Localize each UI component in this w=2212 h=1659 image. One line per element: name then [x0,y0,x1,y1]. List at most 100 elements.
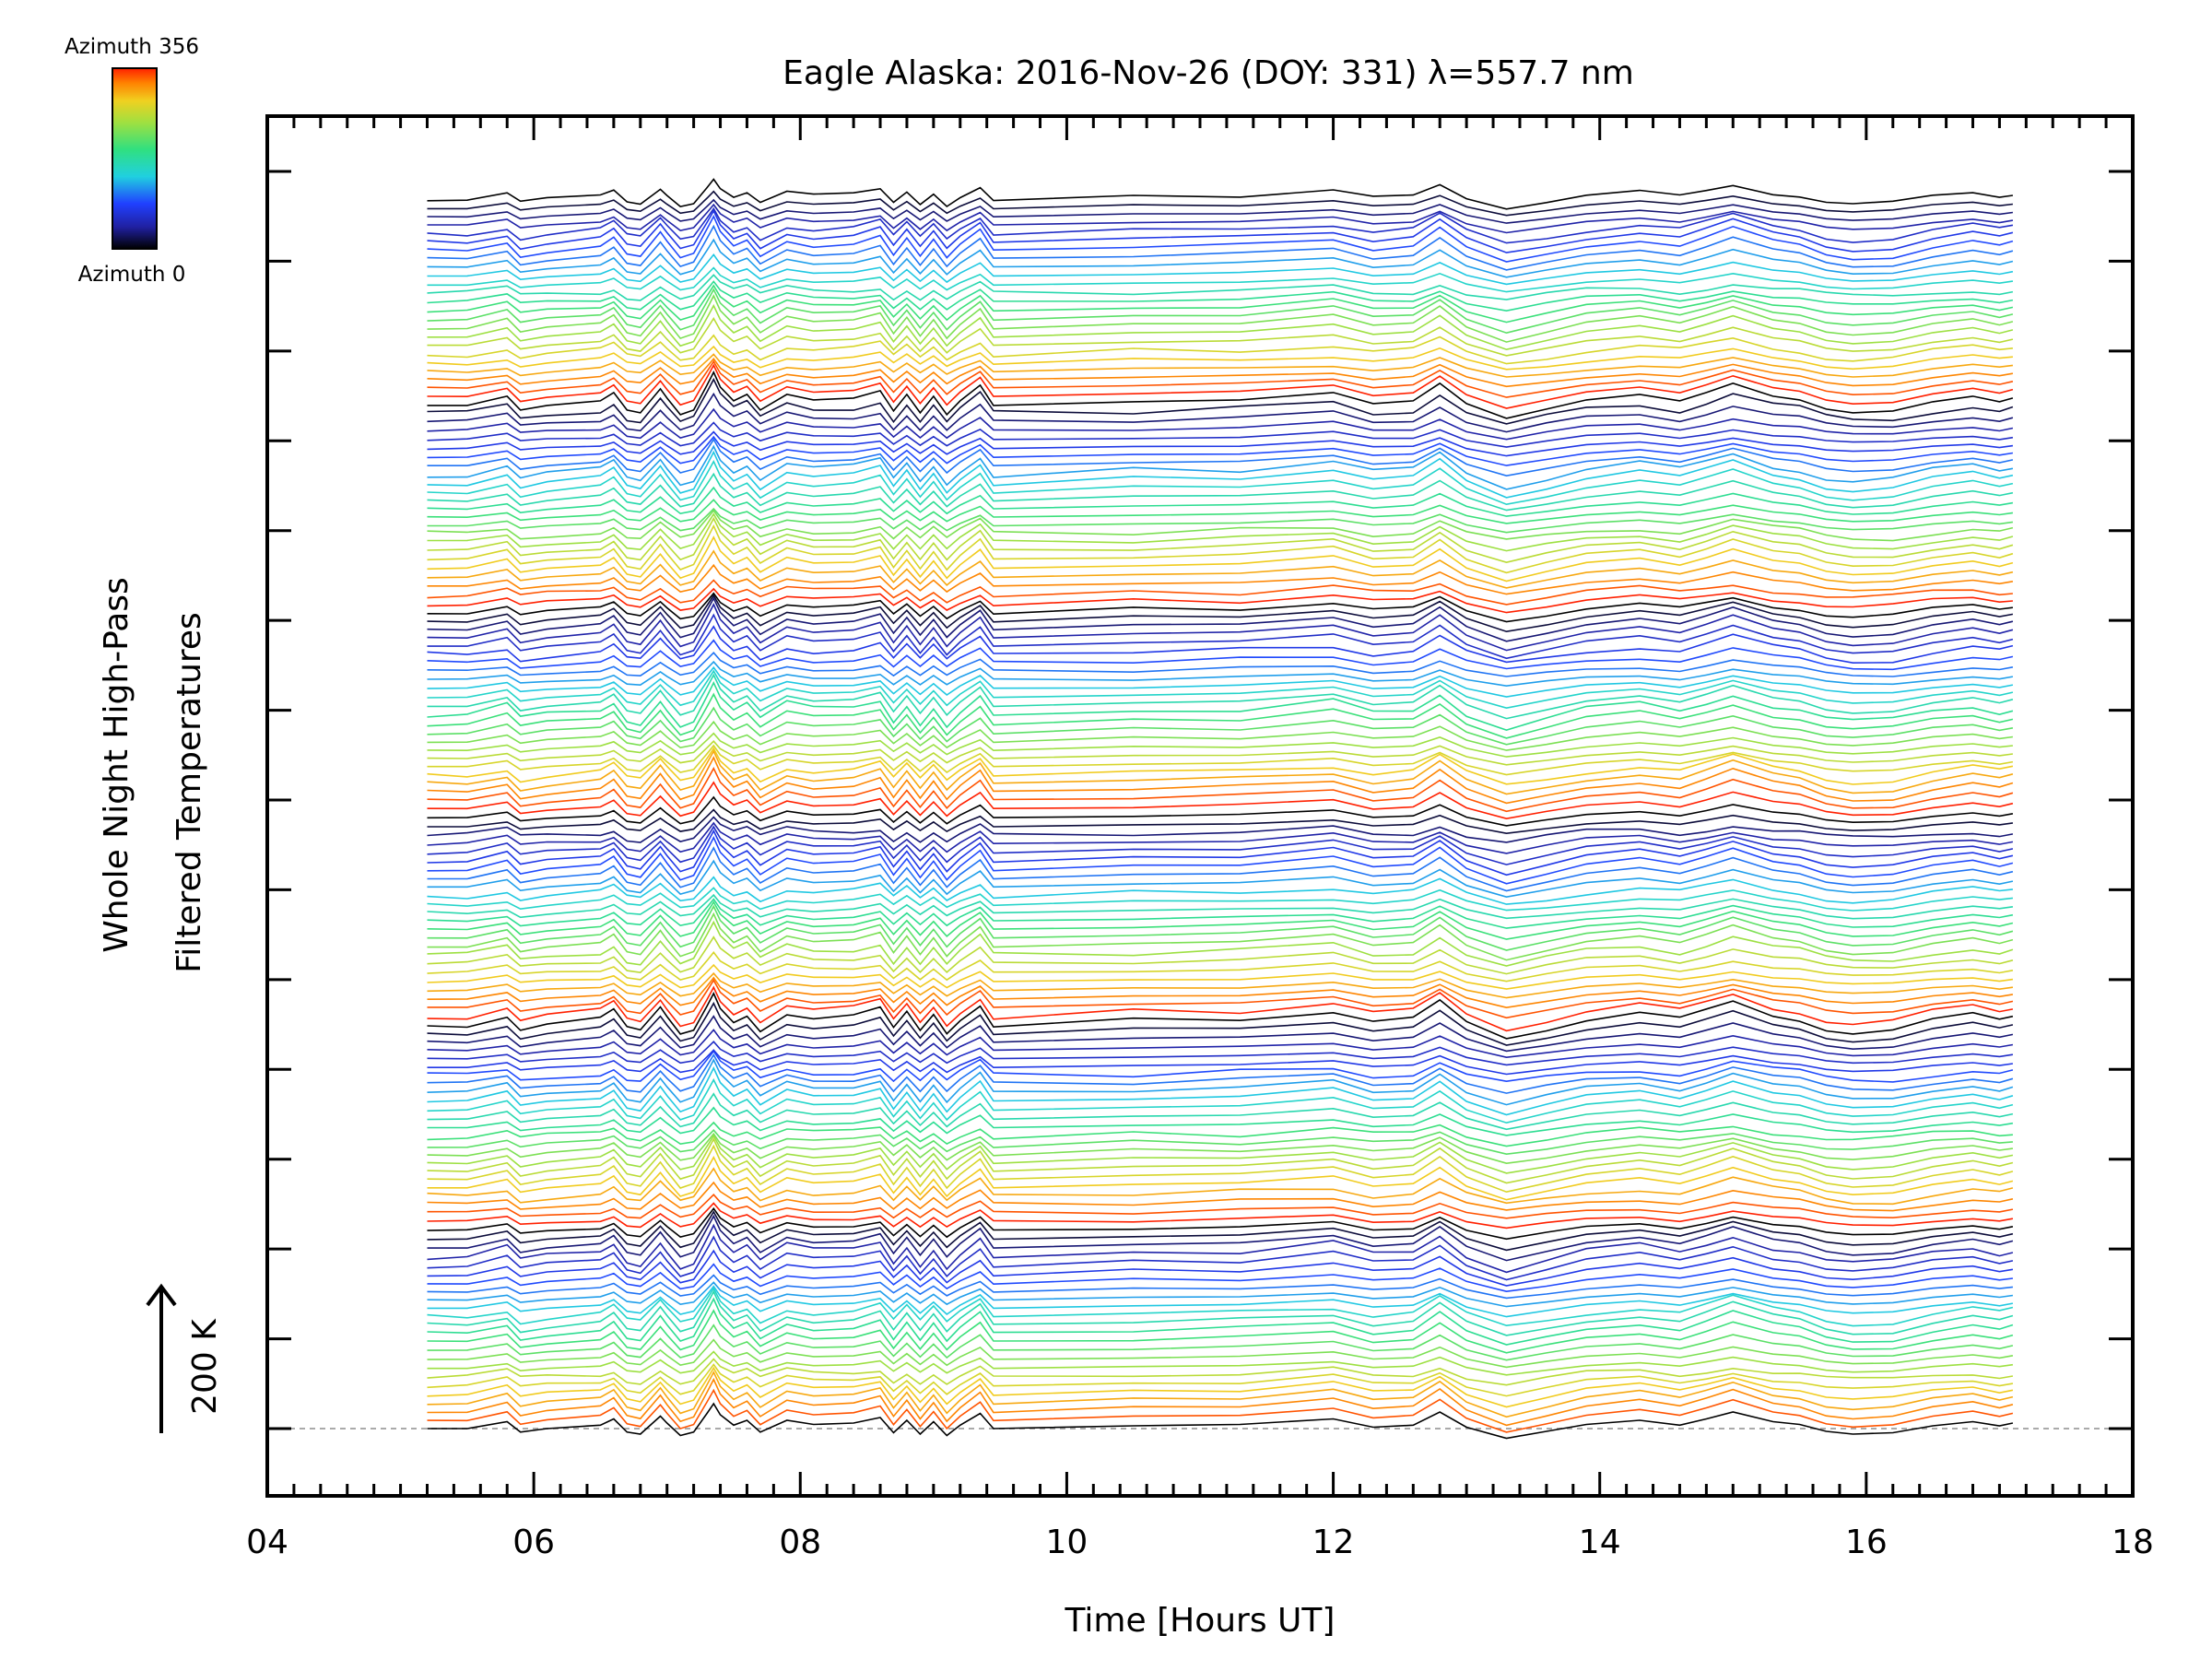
series-line [427,472,2014,512]
series-line [427,1371,2014,1418]
series-line [427,887,2013,912]
series-line [427,486,2014,517]
series-line [427,316,2014,357]
series-line [427,512,2014,552]
series-line [427,720,2014,751]
series-line [427,284,2014,324]
series-line [427,377,2014,425]
series-line [427,766,2014,813]
colorbar: Azimuth 356 Azimuth 0 [65,35,199,287]
series-line [427,288,2014,335]
series-group [427,178,2014,1440]
x-tick-label: 08 [779,1524,821,1561]
series-line [427,963,2014,990]
scale-bar-label: 200 K [186,1318,224,1415]
x-tick-label: 04 [246,1524,288,1561]
series-line [427,430,2014,457]
x-tick-label: 16 [1845,1524,1888,1561]
series-line [427,979,2014,1019]
x-tick-labels: 04 06 08 10 12 14 16 18 [246,1524,2154,1561]
series-line [427,744,2014,776]
colorbar-top-label: Azimuth 356 [65,35,199,59]
series-line [427,613,2014,660]
series-line [427,1309,2014,1354]
y-axis-label-line2: Filtered Temperatures [171,612,208,973]
x-tick-label: 14 [1579,1524,1621,1561]
series-line [427,1358,2014,1386]
series-line [427,280,2014,312]
series-line [427,1132,2014,1165]
series-line [427,603,2014,652]
series-line [427,563,2014,595]
series-line [427,660,2014,688]
series-line [427,1206,2014,1241]
series-line [427,1363,2014,1397]
series-line [427,507,2014,534]
series-line [427,198,2014,224]
series-line [427,438,2014,477]
series-line [427,516,2014,564]
series-line [427,1287,2014,1327]
series-line [427,821,2014,854]
series-line [427,359,2014,398]
series-line [427,353,2013,378]
series-line [427,587,2013,614]
series-line [427,579,2013,606]
series-line [427,1001,2014,1046]
series-line [427,808,2014,835]
series-line [427,971,2014,999]
series-line [427,421,2014,448]
series-line [427,1235,2014,1281]
series-line [427,1223,2014,1274]
series-line [427,1129,2013,1156]
series-line [427,1350,2014,1376]
series-line [427,1053,2014,1094]
series-line [427,951,2014,982]
series-line [427,1289,2014,1336]
series-line [427,1041,2014,1066]
colorbar-bottom-label: Azimuth 0 [78,263,186,287]
series-line [427,371,2014,419]
series-line [427,358,2014,388]
series-line [427,795,2014,827]
series-line [427,214,2014,263]
series-line [427,1181,2014,1212]
x-tick-label: 06 [512,1524,555,1561]
x-tick-label: 18 [2112,1524,2154,1561]
series-line [427,178,2014,210]
series-line [427,749,2014,795]
series-line [427,1144,2014,1194]
series-line [427,756,2014,805]
series-line [427,673,2014,720]
series-line [427,893,2014,920]
series-line [427,1366,2014,1408]
series-line [427,1121,2013,1147]
x-tick-label: 12 [1312,1524,1355,1561]
series-line [427,1249,2014,1287]
series-line [427,1077,2014,1124]
series-line [427,238,2014,278]
series-line [427,303,2014,351]
series-line [427,1297,2014,1346]
series-line [427,639,2014,671]
series-line [427,190,2013,217]
series-line [427,625,2014,665]
series-line [427,825,2014,865]
series-line [427,935,2014,975]
series-line [427,549,2014,589]
series-line [427,435,2014,466]
colorbar-gradient [112,67,158,250]
series-line [427,499,2014,524]
chart-title: Eagle Alaska: 2016-Nov-26 (DOY: 331) λ=5… [782,54,1634,92]
series-line [427,1029,2014,1059]
series-line [427,985,2014,1032]
series-line [427,829,2014,877]
series-line [427,740,2014,766]
series-line [427,1049,2014,1076]
series-line [427,363,2014,409]
series-line [427,1058,2014,1106]
series-line [427,444,2014,490]
series-line [427,509,2014,542]
scale-bar-arrow-head [146,1283,177,1307]
series-line [427,1338,2014,1369]
